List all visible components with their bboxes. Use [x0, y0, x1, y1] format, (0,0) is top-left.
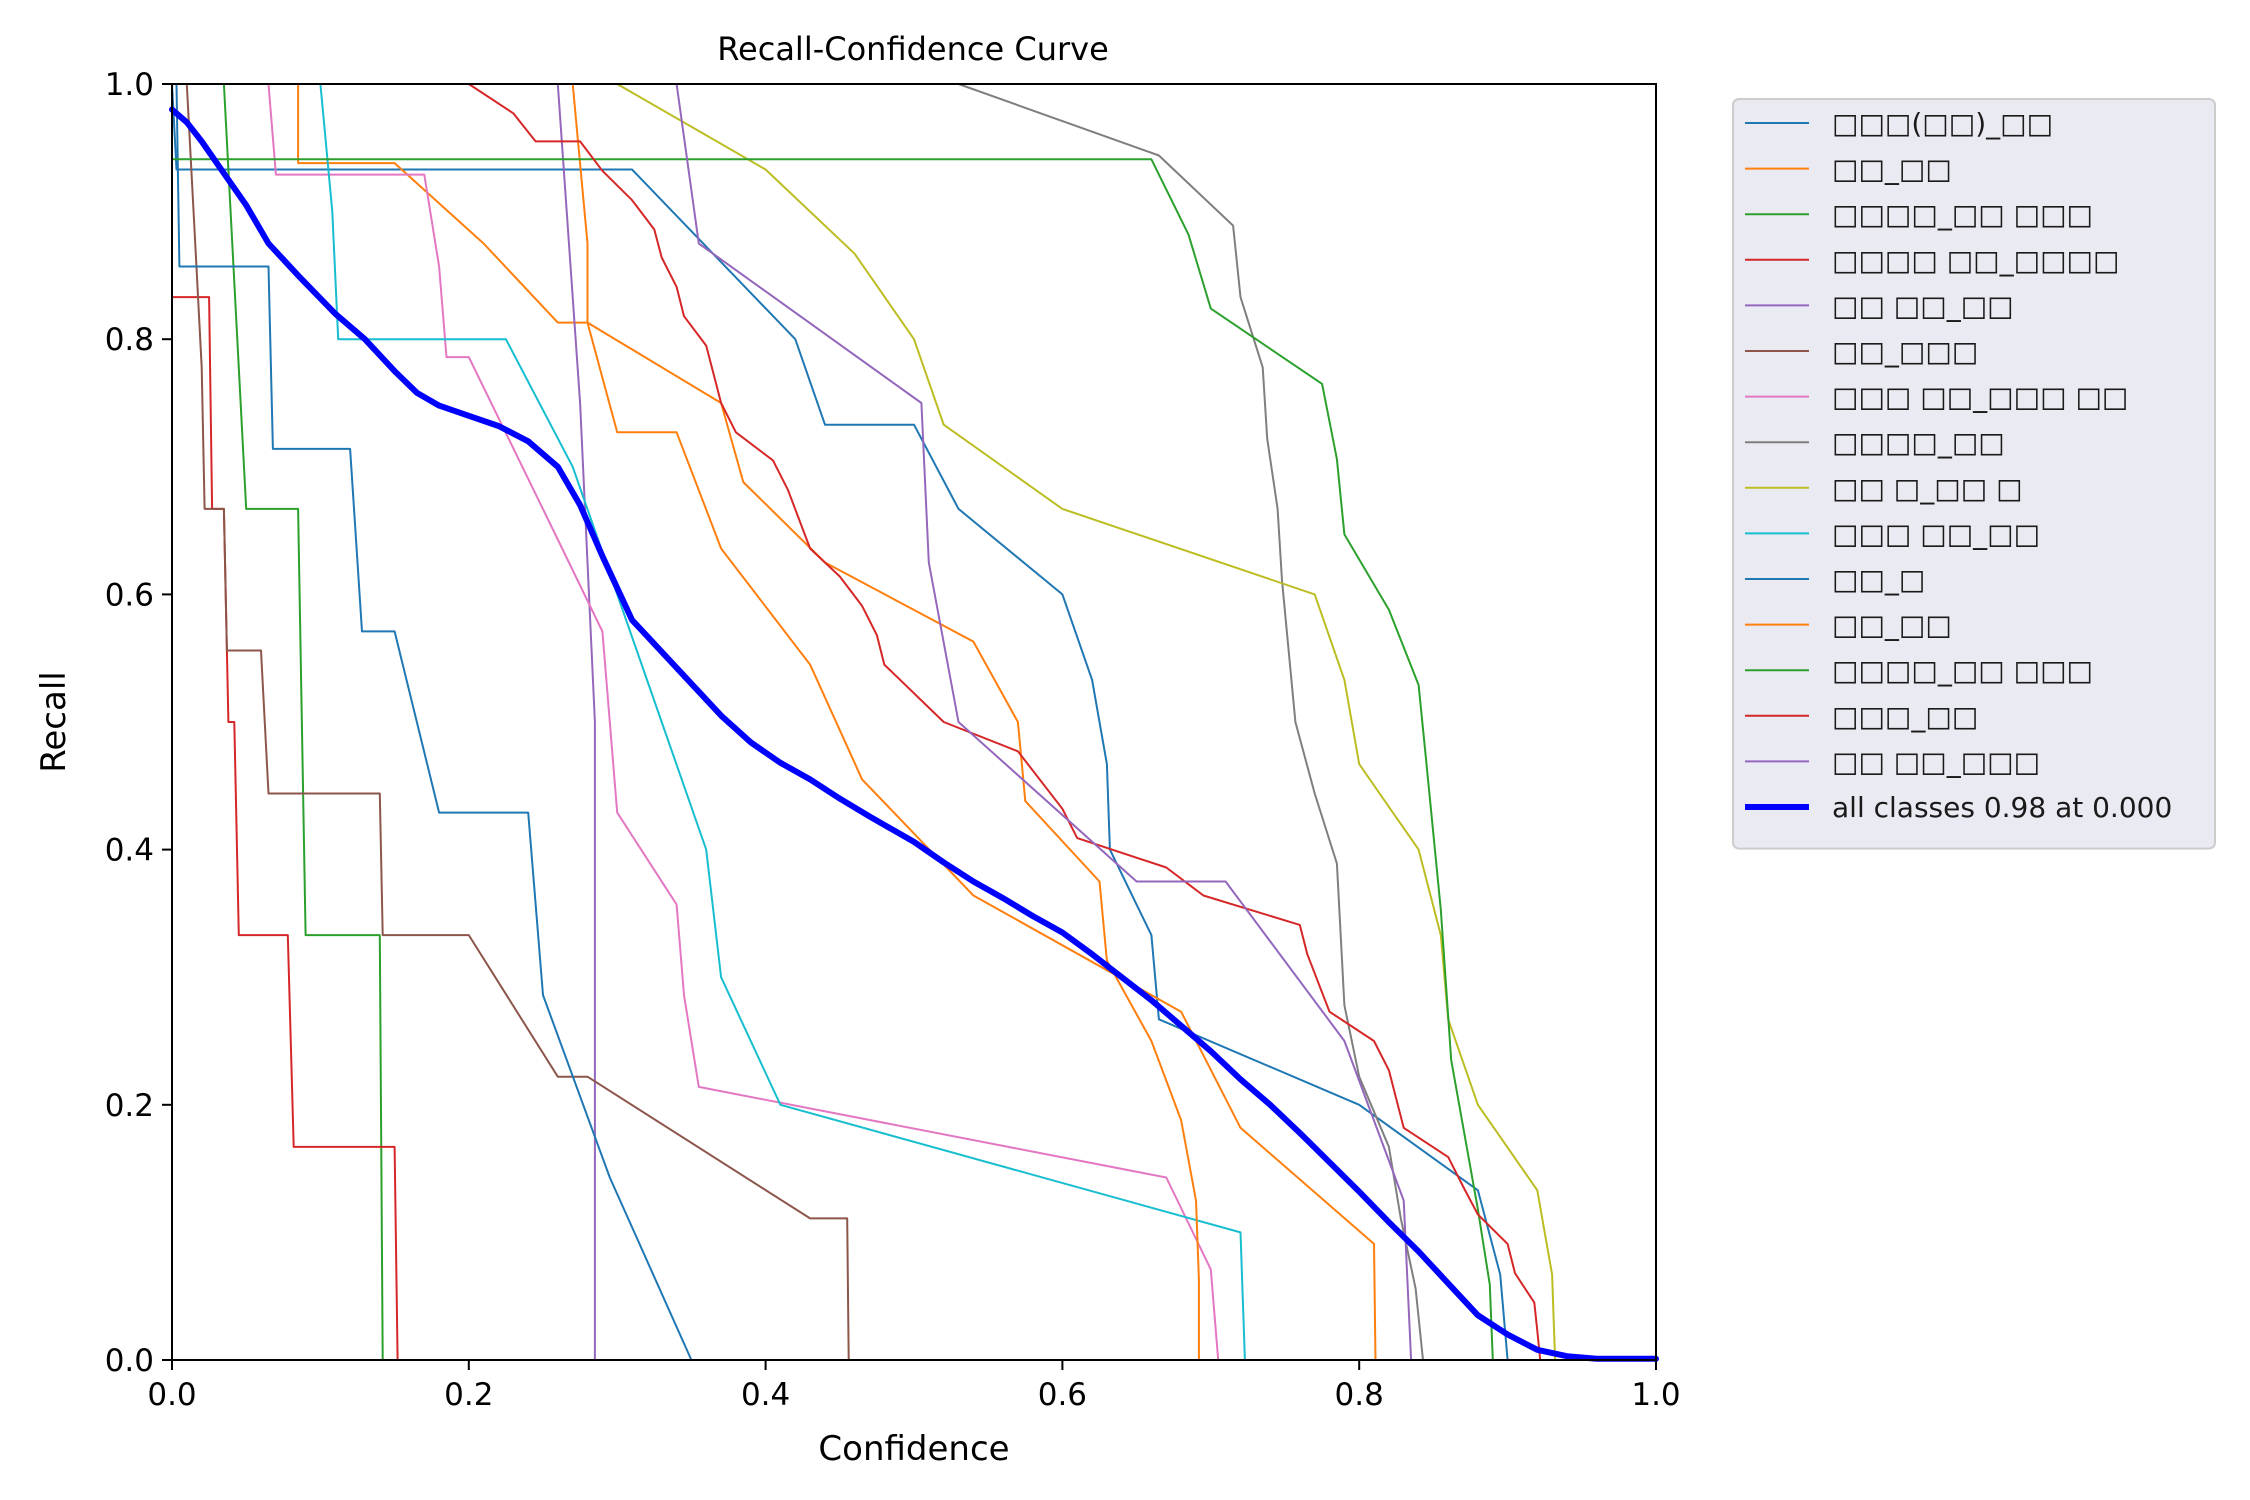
- y-tick-label: 0.2: [105, 1088, 154, 1124]
- legend-label: □□_□: [1832, 563, 1925, 596]
- y-tick-label: 1.0: [105, 67, 154, 103]
- legend-label: □□□ □□_□□□ □□: [1832, 381, 2128, 414]
- legend-label: □□□□_□□ □□□: [1832, 198, 2093, 231]
- legend-label: □□□(□□)_□□: [1832, 107, 2053, 140]
- legend-label: □□□_□□: [1832, 700, 1978, 733]
- series-line-16: [169, 106, 1659, 1362]
- x-tick-label: 0.4: [741, 1377, 790, 1413]
- legend-label: all classes 0.98 at 0.000: [1832, 791, 2172, 824]
- y-tick-label: 0.6: [105, 577, 154, 613]
- legend-box: [1732, 98, 2216, 850]
- legend-label: □□ □□_□□: [1832, 289, 2014, 322]
- series-line-9: [616, 83, 1557, 1361]
- plot-series: [169, 83, 1659, 1362]
- plot-frame: [171, 83, 1657, 1361]
- legend-label: □□□□ □□_□□□□: [1832, 244, 2119, 277]
- y-tick-label: 0.4: [105, 833, 154, 869]
- x-axis-title: Confidence: [818, 1429, 1009, 1469]
- legend-label: □□ □_□□ □: [1832, 472, 2023, 505]
- x-tick-label: 0.0: [147, 1377, 196, 1413]
- y-axis: 0.0 0.2 0.4 0.6 0.8 1.0: [105, 67, 172, 1379]
- legend-label: □□_□□□: [1832, 335, 1978, 368]
- legend: □□□(□□)_□□ □□_□□ □□□□_□□ □□□ □□□□ □□_□□□□ □□…: [1732, 98, 2216, 850]
- chart-title: Recall-Confidence Curve: [717, 30, 1109, 68]
- series-line-2: [297, 83, 1377, 1361]
- x-tick-label: 0.8: [1335, 1377, 1384, 1413]
- x-tick-label: 0.6: [1038, 1377, 1087, 1413]
- series-line-5: [556, 83, 596, 1361]
- series-line-13: [171, 158, 1494, 1361]
- y-axis-title: Recall: [34, 671, 74, 772]
- y-tick-label: 0.0: [105, 1343, 154, 1379]
- x-axis: 0.0 0.2 0.4 0.6 0.8 1.0: [147, 1360, 1681, 1413]
- legend-label: □□□ □□_□□: [1832, 517, 2040, 550]
- series-line-4: [171, 296, 399, 1361]
- x-tick-label: 0.2: [444, 1377, 493, 1413]
- legend-label: □□_□□: [1832, 609, 1952, 642]
- series-line-1: [171, 83, 1509, 1361]
- series-line-15: [675, 83, 1413, 1361]
- y-tick-label: 0.8: [105, 322, 154, 358]
- x-tick-label: 1.0: [1631, 1377, 1680, 1413]
- series-line-14: [467, 83, 1542, 1361]
- legend-label: □□ □□_□□□: [1832, 745, 2040, 778]
- series-line-12: [571, 83, 1200, 1361]
- legend-label: □□□□_□□ □□□: [1832, 654, 2093, 687]
- legend-label: □□_□□: [1832, 153, 1952, 186]
- legend-label: □□□□_□□: [1832, 426, 2005, 459]
- series-line-7: [267, 83, 1220, 1361]
- series-line-11: [175, 83, 693, 1361]
- series-line-3: [222, 83, 384, 1361]
- series-line-6: [185, 83, 850, 1361]
